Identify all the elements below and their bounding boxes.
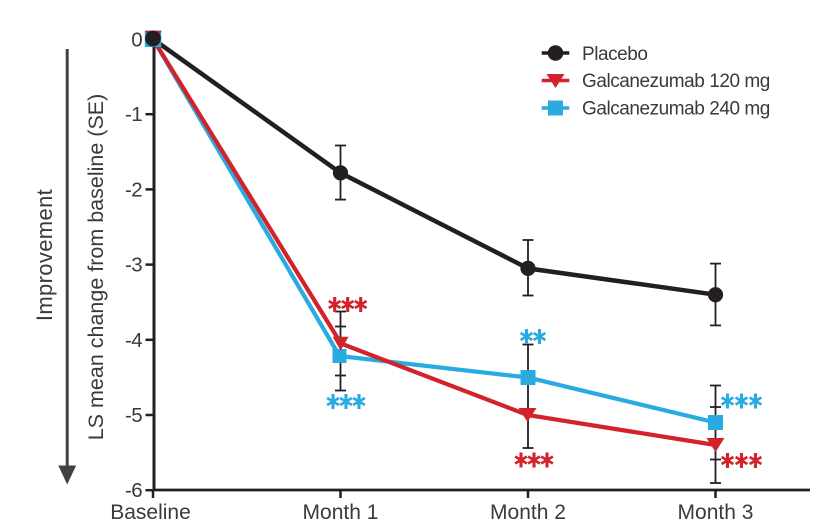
svg-text:0: 0 xyxy=(131,28,142,51)
svg-text:-2: -2 xyxy=(125,178,142,201)
svg-text:Placebo: Placebo xyxy=(582,44,648,65)
svg-text:Galcanezumab 240 mg: Galcanezumab 240 mg xyxy=(582,99,770,120)
svg-text:Month 3: Month 3 xyxy=(678,501,754,524)
svg-text:-5: -5 xyxy=(125,404,142,427)
svg-text:-4: -4 xyxy=(125,329,142,352)
svg-text:Baseline: Baseline xyxy=(110,501,191,524)
svg-text:LS mean change from baseline (: LS mean change from baseline (SE) xyxy=(84,94,108,441)
svg-text:-1: -1 xyxy=(125,103,142,126)
svg-text:Improvement: Improvement xyxy=(32,189,57,321)
svg-text:Galcanezumab 120 mg: Galcanezumab 120 mg xyxy=(582,71,770,92)
svg-text:-6: -6 xyxy=(125,479,142,502)
svg-text:Month 1: Month 1 xyxy=(303,501,379,524)
svg-text:-3: -3 xyxy=(125,254,142,277)
svg-text:Month 2: Month 2 xyxy=(490,501,566,524)
